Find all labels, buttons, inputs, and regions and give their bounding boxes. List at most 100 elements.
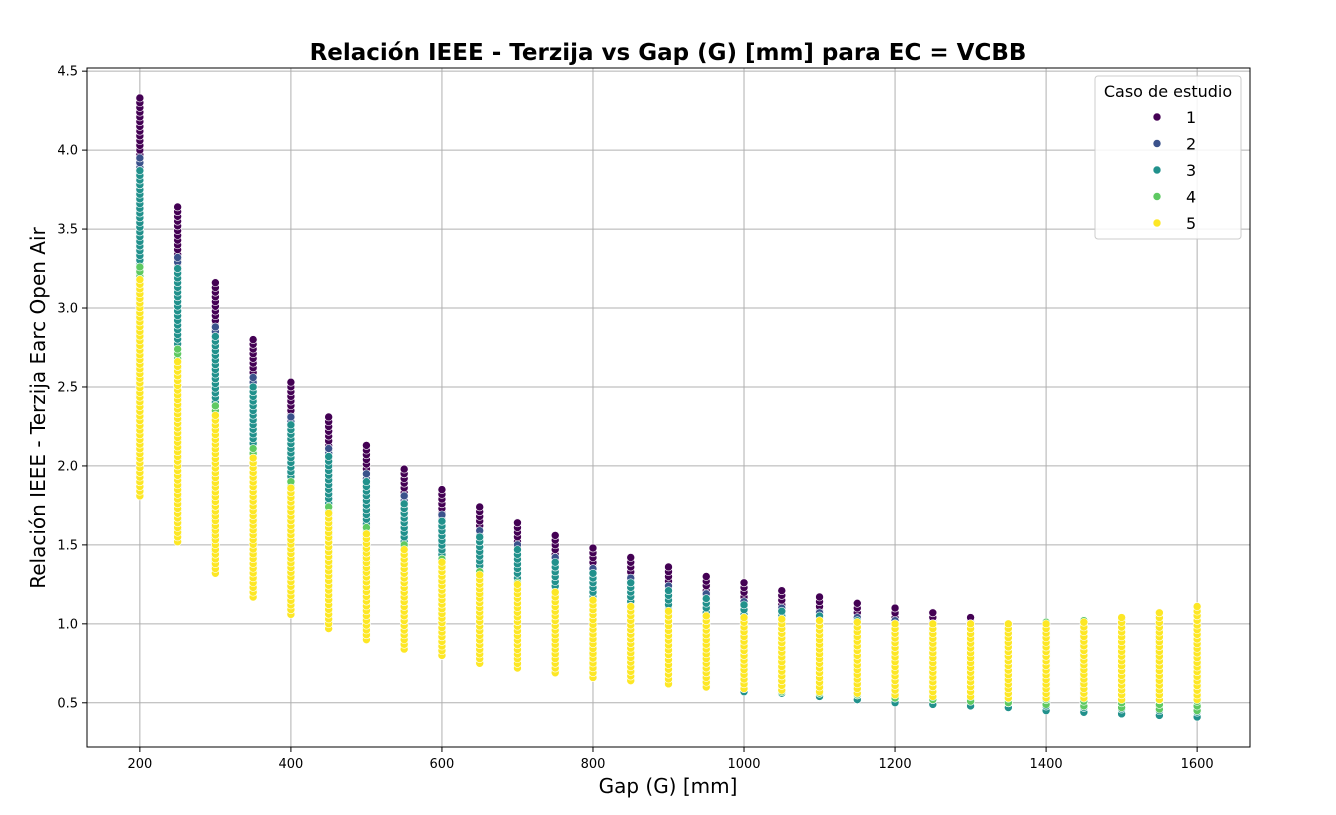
y-tick-label: 1.0 xyxy=(57,617,78,632)
legend-title: Caso de estudio xyxy=(1104,82,1232,101)
data-point xyxy=(664,586,673,595)
data-points xyxy=(135,93,1202,722)
data-point xyxy=(777,606,787,616)
data-point xyxy=(550,587,560,597)
data-point xyxy=(1041,619,1051,629)
data-point xyxy=(286,377,296,387)
data-point xyxy=(815,592,824,602)
data-point xyxy=(286,483,296,493)
data-point xyxy=(362,441,371,450)
legend-box xyxy=(1094,75,1242,240)
data-point xyxy=(135,93,145,103)
data-point xyxy=(362,477,371,487)
data-point xyxy=(437,557,447,567)
x-tick-label: 1400 xyxy=(1030,757,1063,772)
legend-marker xyxy=(1152,165,1162,175)
data-point xyxy=(1155,608,1164,618)
data-point xyxy=(928,619,938,629)
data-point xyxy=(890,619,900,629)
y-tick-label: 3.5 xyxy=(57,223,78,238)
data-point xyxy=(550,557,560,567)
data-point xyxy=(739,578,749,588)
data-point xyxy=(815,616,824,625)
legend: Caso de estudio 1 2 3 4 5 xyxy=(1094,75,1242,240)
data-point xyxy=(324,444,333,453)
legend-label: 2 xyxy=(1186,135,1196,154)
data-point xyxy=(437,485,447,494)
legend-marker xyxy=(1152,112,1162,122)
data-point xyxy=(135,262,145,272)
data-point xyxy=(513,580,522,589)
data-point xyxy=(399,545,409,554)
legend-marker xyxy=(1152,218,1162,228)
data-point xyxy=(626,578,636,588)
data-point xyxy=(475,532,485,542)
y-tick-label: 3.0 xyxy=(57,302,78,317)
data-point xyxy=(362,469,371,479)
data-point xyxy=(701,594,711,603)
data-point xyxy=(664,606,673,616)
data-point xyxy=(626,602,636,611)
x-tick-label: 400 xyxy=(278,757,303,772)
data-point xyxy=(248,382,258,392)
chart-title: Relación IEEE - Terzija vs Gap (G) [mm] … xyxy=(310,40,1027,66)
data-point xyxy=(324,452,333,461)
data-point xyxy=(211,322,220,332)
data-point xyxy=(588,569,598,578)
legend-label: 1 xyxy=(1186,108,1196,127)
x-tick-label: 1000 xyxy=(727,757,760,772)
data-point xyxy=(626,553,636,562)
y-tick-label: 0.5 xyxy=(57,696,78,711)
data-point xyxy=(739,613,749,622)
data-point xyxy=(664,562,673,572)
data-point xyxy=(852,599,862,608)
data-point xyxy=(513,518,522,528)
data-point xyxy=(324,508,333,518)
data-point xyxy=(135,275,145,284)
data-point xyxy=(362,529,371,539)
legend-marker xyxy=(1152,139,1162,148)
data-point xyxy=(890,603,900,613)
y-axis-label: Relación IEEE - Terzija Earc Open Air xyxy=(26,226,50,588)
data-point xyxy=(1117,613,1126,622)
grid-lines xyxy=(87,68,1250,747)
data-point xyxy=(173,253,182,262)
y-tick-label: 2.0 xyxy=(57,459,78,474)
data-point xyxy=(173,357,182,367)
data-point xyxy=(777,614,787,624)
y-tick-label: 4.5 xyxy=(57,65,78,80)
legend-label: 5 xyxy=(1186,214,1196,233)
data-point xyxy=(1079,617,1089,627)
data-point xyxy=(399,464,409,474)
data-point xyxy=(211,278,220,288)
data-point xyxy=(248,373,258,382)
data-point xyxy=(475,570,485,580)
y-tick-label: 1.5 xyxy=(57,538,78,553)
x-tick-label: 800 xyxy=(581,757,606,772)
data-point xyxy=(135,153,145,163)
data-point xyxy=(211,411,220,420)
x-axis-ticks: 200 400 600 800 1000 1200 1400 1600 xyxy=(127,747,1214,772)
data-point xyxy=(928,608,938,618)
y-tick-label: 4.0 xyxy=(57,144,78,159)
data-point xyxy=(211,332,220,341)
data-point xyxy=(437,516,447,526)
data-point xyxy=(211,401,220,411)
data-point xyxy=(248,335,258,344)
data-point xyxy=(701,611,711,621)
data-point xyxy=(588,595,598,605)
x-tick-label: 600 xyxy=(430,757,455,772)
data-point xyxy=(135,166,145,175)
data-point xyxy=(399,491,409,501)
x-axis-label: Gap (G) [mm] xyxy=(599,774,738,798)
series-5-points xyxy=(135,275,1202,704)
data-point xyxy=(324,412,333,422)
data-point xyxy=(286,412,296,422)
data-point xyxy=(173,264,182,273)
data-point xyxy=(777,586,787,595)
x-tick-label: 1200 xyxy=(879,757,912,772)
legend-label: 4 xyxy=(1186,188,1196,207)
data-point xyxy=(701,572,711,581)
legend-items: 1 2 3 4 5 xyxy=(1152,108,1196,233)
